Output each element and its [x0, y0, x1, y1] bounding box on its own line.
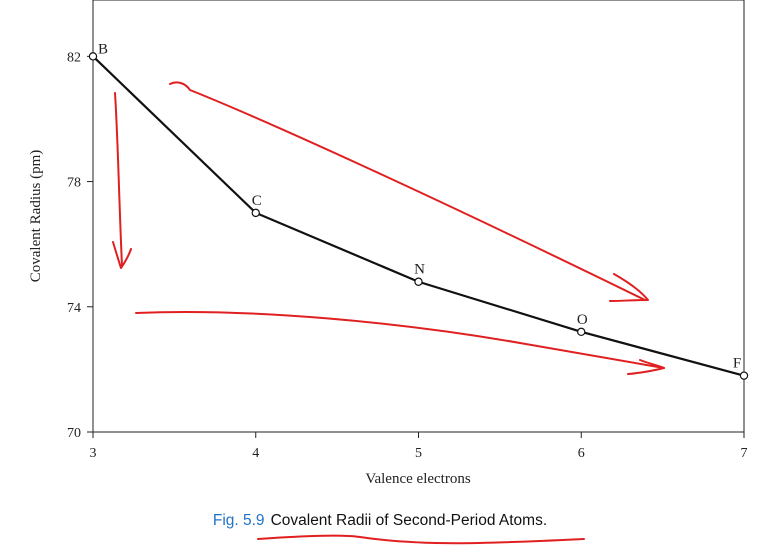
x-tick-label: 3 [90, 446, 97, 461]
y-tick-label: 74 [67, 301, 81, 316]
point-label: B [98, 41, 108, 57]
data-points: B C N O F [88, 41, 749, 380]
caption-underline [257, 534, 585, 545]
x-tick-label: 7 [741, 446, 748, 461]
figure-number: Fig. 5.9 [212, 512, 265, 529]
y-tick-label: 78 [67, 176, 81, 191]
horizontal-arrow-shaft [135, 310, 665, 369]
y-tick-label: 70 [67, 426, 81, 441]
diagonal-arrow-shaft [169, 81, 646, 301]
plot-frame [92, 0, 745, 433]
x-axis-label: Valence electrons [365, 471, 471, 487]
down-arrow-head [112, 241, 132, 269]
figure-caption: Fig. 5.9 Covalent Radii of Second-Period … [0, 512, 760, 530]
point-label: C [252, 193, 262, 209]
x-tick-label: 6 [578, 446, 585, 461]
data-point [577, 327, 586, 337]
horizontal-arrow-head [627, 359, 665, 375]
data-point [414, 277, 423, 286]
diagonal-arrow-head [609, 273, 649, 302]
data-point [739, 371, 749, 380]
y-axis-label: Covalent Radius (pm) [28, 150, 44, 282]
x-tick-label: 5 [415, 446, 422, 461]
x-tick-label: 4 [252, 446, 259, 461]
figure-title: Covalent Radii of Second-Period Atoms. [270, 512, 548, 529]
y-tick-label: 82 [67, 50, 81, 65]
point-label: O [577, 312, 588, 328]
point-label: N [414, 262, 425, 278]
data-point [88, 52, 98, 61]
axes: 3 4 5 6 7 70 74 78 82 [67, 0, 748, 461]
hand-annotations [112, 81, 665, 545]
point-label: F [733, 356, 741, 372]
data-point [251, 208, 260, 218]
down-arrow-shaft [114, 92, 123, 267]
